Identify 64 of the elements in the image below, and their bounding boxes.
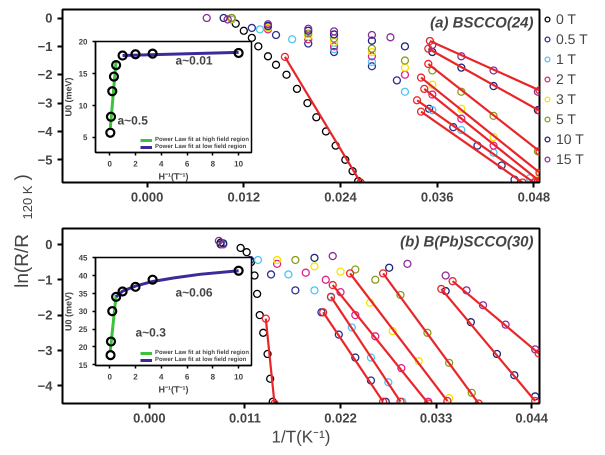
y-tick-label: 25 — [78, 325, 88, 334]
annotation: a~0.3 — [136, 326, 166, 340]
annotation: a~0.01 — [176, 54, 213, 68]
x-tick-label: 0.048 — [518, 190, 550, 204]
x-tick-label: 0.011 — [229, 410, 261, 426]
chart-title: (a) BSCCO(24) — [430, 14, 534, 32]
x-tick-label: 10 — [234, 160, 244, 168]
y-tick-label: 20 — [78, 38, 88, 46]
x-tick-label: 2 — [133, 160, 138, 168]
y-tick-label: 5 — [83, 133, 88, 142]
y-tick-label: −1 — [38, 38, 53, 54]
x-tick-label: 0.000 — [133, 410, 166, 426]
y-tick-label: 30 — [78, 307, 88, 316]
x-axis-title: H⁻¹(T⁻¹) — [158, 172, 189, 182]
x-tick-label: 0.044 — [515, 410, 549, 426]
legend-label: 1 T — [556, 51, 576, 67]
y-axis-title: U0 (meV) — [64, 292, 74, 332]
annotation: a~0.06 — [176, 286, 213, 300]
x-tick-label: 4 — [159, 160, 164, 168]
legend-label: 3 T — [556, 91, 576, 107]
x-tick-label: 0.024 — [324, 190, 358, 204]
y-tick-label: 20 — [78, 342, 88, 352]
y-axis-title: ln(R/R120 K) — [12, 174, 35, 288]
legend-label: 0 T — [556, 11, 576, 27]
x-tick-label: 6 — [184, 372, 190, 382]
y-tick-label: 0 — [45, 10, 53, 26]
y-tick-label: 45 — [78, 254, 88, 262]
x-tick-label: 0.012 — [228, 190, 260, 204]
x-tick-label: 10 — [234, 372, 244, 382]
legend-label: 5 T — [556, 111, 576, 127]
x-tick-label: 0.033 — [420, 410, 452, 426]
y-tick-label: 10 — [78, 101, 88, 110]
x-tick-label: 0 — [107, 372, 112, 382]
y-tick-label: 35 — [78, 289, 88, 298]
y-tick-label: −4 — [38, 378, 54, 394]
y-tick-label: −3 — [38, 342, 53, 358]
x-axis-title: H⁻¹(T⁻¹) — [158, 384, 189, 394]
y-tick-label: −2 — [38, 67, 53, 82]
x-tick-label: 0 — [107, 160, 112, 168]
legend-label: 2 T — [556, 71, 576, 87]
x-tick-label: 6 — [184, 160, 190, 168]
y-tick-label: 15 — [78, 360, 88, 370]
y-tick-label: −5 — [38, 152, 53, 168]
y-tick-label: 15 — [78, 69, 88, 78]
y-tick-label: 0 — [45, 236, 53, 252]
x-tick-label: 0.022 — [324, 410, 357, 426]
y-tick-label: −2 — [38, 308, 53, 323]
y-tick-label: −4 — [38, 124, 54, 139]
x-tick-label: 4 — [159, 372, 164, 382]
chart-title: (b) B(Pb)SCCO(30) — [400, 234, 534, 250]
y-axis-title: U0 (meV) — [64, 77, 74, 117]
legend-label: 0.5 T — [556, 31, 588, 47]
x-tick-label: 2 — [133, 372, 138, 382]
y-tick-label: −3 — [38, 96, 53, 111]
x-axis-title: 1/T(K⁻¹) — [272, 428, 330, 446]
x-tick-label: 8 — [210, 372, 216, 382]
y-tick-label: 40 — [78, 271, 88, 280]
x-tick-label: 0.000 — [130, 190, 164, 204]
y-tick-label: −1 — [38, 272, 53, 288]
x-tick-label: 0.036 — [420, 190, 454, 204]
annotation: a~0.5 — [118, 114, 148, 128]
legend-label: 15 T — [556, 151, 584, 167]
legend-label: 10 T — [556, 131, 584, 147]
x-tick-label: 8 — [210, 160, 216, 168]
